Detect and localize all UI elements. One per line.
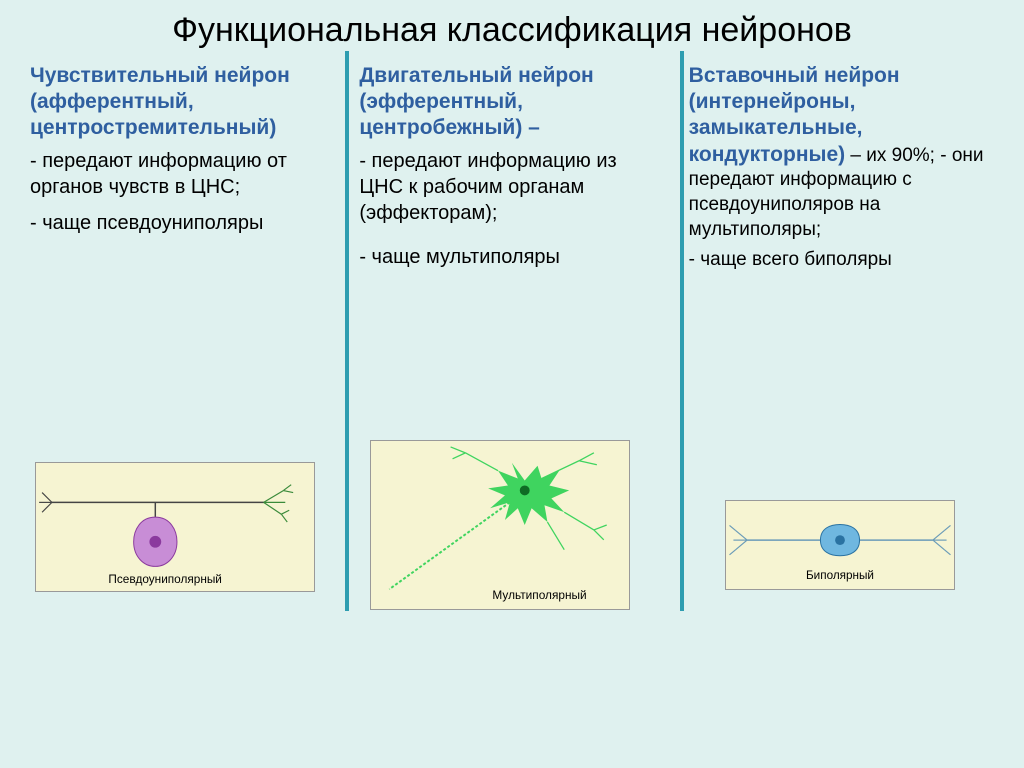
divider-2 — [680, 51, 684, 611]
slide: Функциональная классификация нейронов Чу… — [0, 0, 1024, 768]
multipolar-svg: Мультиполярный — [371, 441, 629, 609]
motor-heading: Двигательный нейрон (эфферентный, центро… — [359, 63, 664, 142]
column-sensory: Чувствительный нейрон (афферентный, цент… — [18, 63, 347, 283]
bipolar-svg: Биполярный — [726, 501, 954, 589]
sensory-bullet-1: - чаще псевдоуниполяры — [30, 210, 335, 236]
svg-text:Мультиполярный: Мультиполярный — [492, 588, 586, 602]
interneuron-text: Вставочный нейрон (интернейроны, замыкат… — [689, 63, 994, 243]
sensory-bullet-0: - передают информацию от органов чувств … — [30, 148, 335, 200]
svg-text:Биполярный: Биполярный — [806, 569, 874, 582]
pseudounipolar-image: Псевдоуниполярный — [35, 462, 315, 592]
sensory-heading: Чувствительный нейрон (афферентный, цент… — [30, 63, 335, 142]
pseudounipolar-svg: Псевдоуниполярный — [36, 463, 314, 591]
multipolar-image: Мультиполярный — [370, 440, 630, 610]
motor-bullet-1: - чаще мультиполяры — [359, 244, 664, 270]
column-motor: Двигательный нейрон (эфферентный, центро… — [347, 63, 676, 283]
column-interneuron: Вставочный нейрон (интернейроны, замыкат… — [677, 63, 1006, 283]
motor-bullet-0: - передают информацию из ЦНС к рабочим о… — [359, 148, 664, 226]
divider-1 — [345, 51, 349, 611]
bipolar-image: Биполярный — [725, 500, 955, 590]
svg-text:Псевдоуниполярный: Псевдоуниполярный — [108, 572, 221, 586]
slide-title: Функциональная классификация нейронов — [0, 0, 1024, 51]
interneuron-bullet-0: - чаще всего биполяры — [689, 248, 994, 273]
columns-container: Чувствительный нейрон (афферентный, цент… — [0, 51, 1024, 283]
